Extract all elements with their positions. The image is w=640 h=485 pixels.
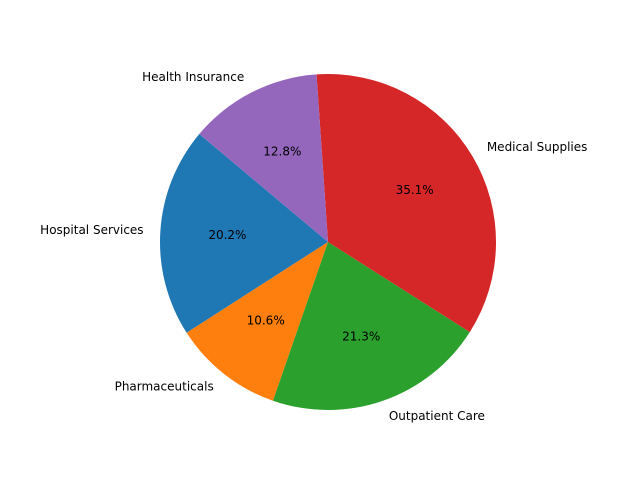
slice-percent-hospital-services: 20.2% — [208, 228, 246, 242]
pie-labels: Hospital Services 20.2% Pharmaceuticals 10.… — [40, 70, 587, 423]
pie-slice-health-insurance — [199, 74, 328, 243]
slice-label-health-insurance: Health Insurance — [142, 70, 244, 84]
pie-slices — [160, 74, 497, 410]
pie-slice-outpatient-care — [272, 242, 470, 410]
slice-label-hospital-services: Hospital Services — [40, 223, 143, 237]
pie-slice-medical-supplies — [316, 74, 497, 333]
pie-slice-hospital-services — [160, 134, 328, 333]
slice-label-medical-supplies: Medical Supplies — [487, 140, 588, 154]
slice-percent-pharmaceuticals: 10.6% — [247, 314, 285, 328]
slice-percent-outpatient-care: 21.3% — [342, 330, 380, 344]
slice-percent-medical-supplies: 35.1% — [396, 183, 434, 197]
slice-label-outpatient-care: Outpatient Care — [389, 409, 485, 423]
slice-percent-health-insurance: 12.8% — [263, 145, 301, 159]
slice-label-pharmaceuticals: Pharmaceuticals — [115, 380, 214, 394]
pie-slice-pharmaceuticals — [186, 242, 328, 401]
